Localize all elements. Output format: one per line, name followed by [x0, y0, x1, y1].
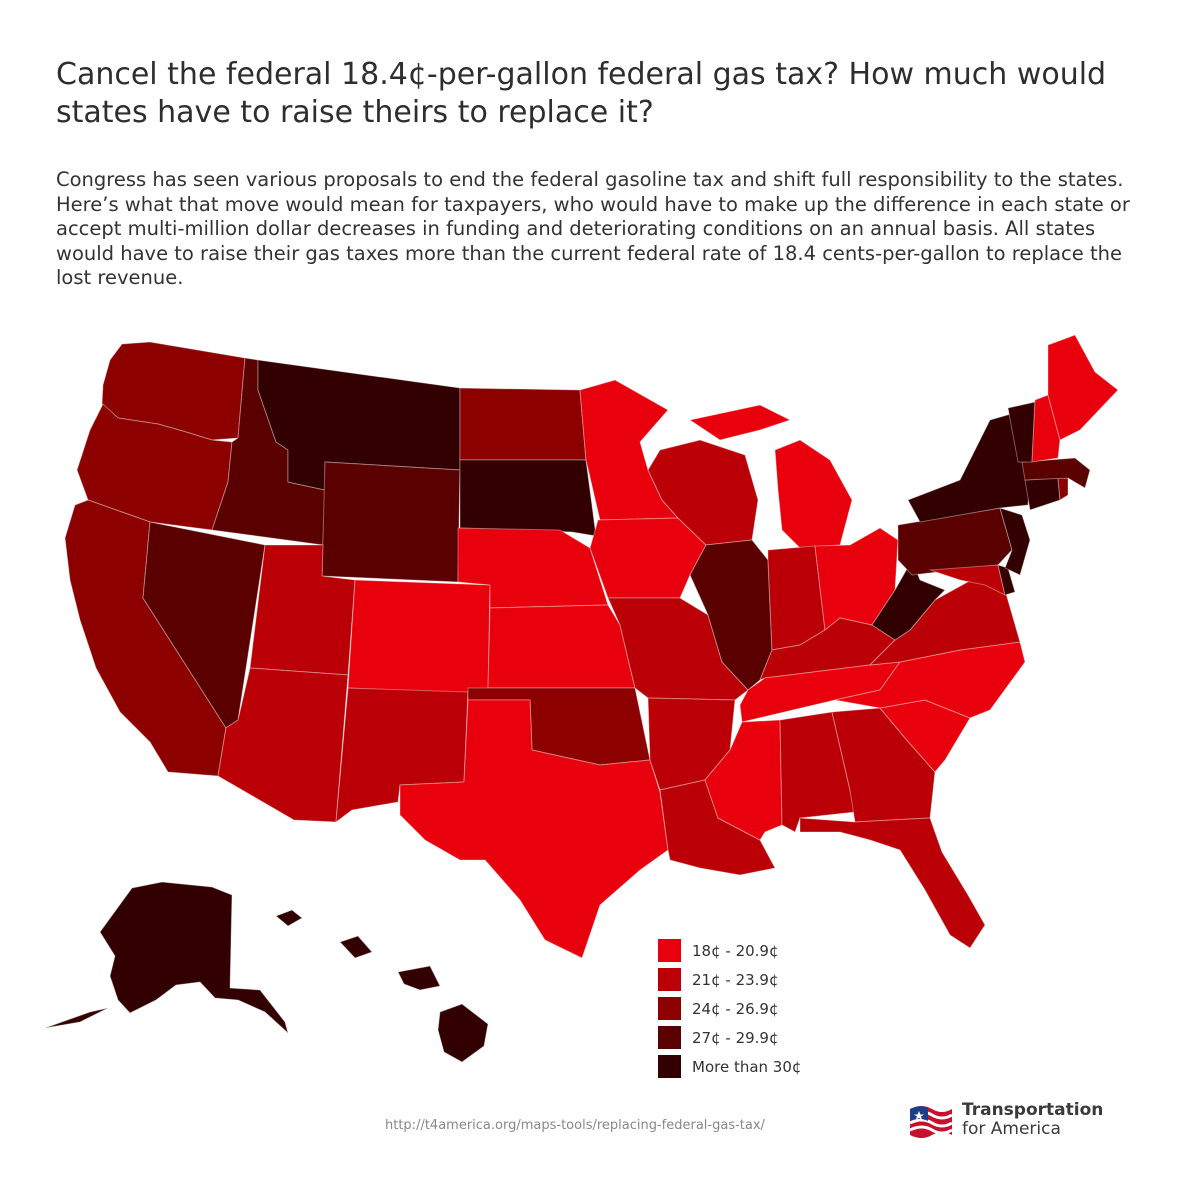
legend-swatch — [658, 1026, 681, 1049]
state-CO — [347, 579, 491, 696]
brand-name-line1: Transportation — [962, 1100, 1104, 1120]
state-HI — [275, 909, 489, 1063]
flag-icon — [909, 1106, 953, 1138]
brand-name-line2: for America — [962, 1119, 1061, 1139]
legend-item: 21¢ - 23.9¢ — [658, 965, 801, 994]
legend-item: 27¢ - 29.9¢ — [658, 1023, 801, 1052]
state-CA — [64, 499, 227, 777]
intro-paragraph: Congress has seen various proposals to e… — [56, 168, 1130, 290]
source-url: http://t4america.org/maps-tools/replacin… — [385, 1118, 765, 1133]
state-NJ — [999, 507, 1031, 576]
legend-label: 27¢ - 29.9¢ — [692, 1028, 779, 1047]
legend-label: 24¢ - 26.9¢ — [692, 999, 779, 1018]
state-KS — [487, 604, 636, 689]
state-NH — [1031, 394, 1061, 463]
page-title: Cancel the federal 18.4¢-per-gallon fede… — [56, 57, 1107, 130]
state-ND — [459, 387, 587, 461]
state-DE — [997, 564, 1016, 596]
legend-swatch — [658, 997, 681, 1020]
state-MO — [607, 597, 749, 701]
state-MA — [1021, 457, 1091, 489]
brand-logo: Transportation for America — [908, 1101, 1103, 1141]
legend-label: 18¢ - 20.9¢ — [692, 941, 779, 960]
state-RI — [1057, 477, 1069, 501]
legend-item: More than 30¢ — [658, 1052, 801, 1081]
state-FL — [799, 817, 986, 949]
state-AK — [44, 881, 289, 1034]
state-TX — [399, 699, 669, 959]
state-NM — [335, 687, 469, 823]
legend-swatch — [658, 1055, 681, 1078]
state-WY — [321, 461, 461, 583]
state-SD — [459, 459, 597, 537]
legend-swatch — [658, 968, 681, 991]
legend-label: 21¢ - 23.9¢ — [692, 970, 779, 989]
state-IL — [689, 539, 773, 691]
state-MI — [689, 404, 853, 549]
map-legend: 18¢ - 20.9¢ 21¢ - 23.9¢ 24¢ - 26.9¢ 27¢ - 2… — [658, 936, 801, 1081]
legend-item: 18¢ - 20.9¢ — [658, 936, 801, 965]
state-ME — [1047, 334, 1119, 441]
state-CT — [1024, 477, 1061, 511]
state-IA — [589, 517, 707, 599]
legend-item: 24¢ - 26.9¢ — [658, 994, 801, 1023]
state-MD — [929, 564, 1006, 596]
legend-label: More than 30¢ — [692, 1057, 802, 1076]
legend-swatch — [658, 939, 681, 962]
state-AZ — [217, 667, 349, 823]
